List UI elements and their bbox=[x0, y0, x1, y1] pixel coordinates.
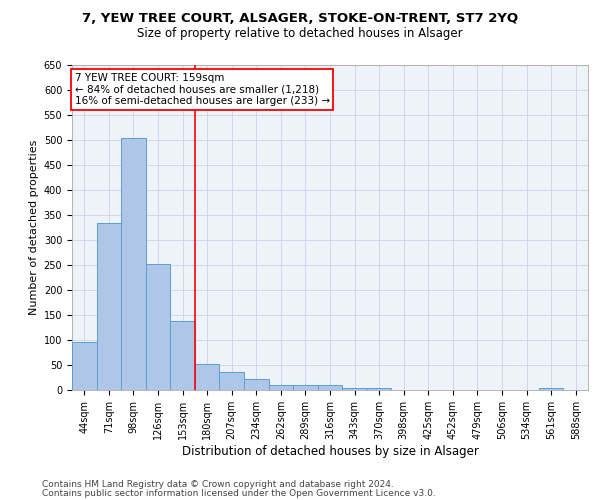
Bar bbox=[293, 385, 318, 390]
Bar bbox=[318, 385, 342, 390]
Text: Contains HM Land Registry data © Crown copyright and database right 2024.: Contains HM Land Registry data © Crown c… bbox=[42, 480, 394, 489]
Bar bbox=[367, 388, 391, 390]
Text: 7, YEW TREE COURT, ALSAGER, STOKE-ON-TRENT, ST7 2YQ: 7, YEW TREE COURT, ALSAGER, STOKE-ON-TRE… bbox=[82, 12, 518, 26]
X-axis label: Distribution of detached houses by size in Alsager: Distribution of detached houses by size … bbox=[182, 444, 478, 458]
Bar bbox=[170, 321, 195, 390]
Bar bbox=[121, 138, 146, 390]
Bar bbox=[220, 372, 244, 390]
Bar bbox=[244, 379, 269, 390]
Y-axis label: Number of detached properties: Number of detached properties bbox=[29, 140, 40, 315]
Text: 7 YEW TREE COURT: 159sqm
← 84% of detached houses are smaller (1,218)
16% of sem: 7 YEW TREE COURT: 159sqm ← 84% of detach… bbox=[74, 73, 330, 106]
Bar bbox=[146, 264, 170, 390]
Text: Size of property relative to detached houses in Alsager: Size of property relative to detached ho… bbox=[137, 28, 463, 40]
Bar bbox=[539, 388, 563, 390]
Bar bbox=[195, 364, 220, 390]
Bar bbox=[269, 385, 293, 390]
Bar bbox=[342, 388, 367, 390]
Bar bbox=[72, 342, 97, 390]
Bar bbox=[97, 222, 121, 390]
Text: Contains public sector information licensed under the Open Government Licence v3: Contains public sector information licen… bbox=[42, 488, 436, 498]
